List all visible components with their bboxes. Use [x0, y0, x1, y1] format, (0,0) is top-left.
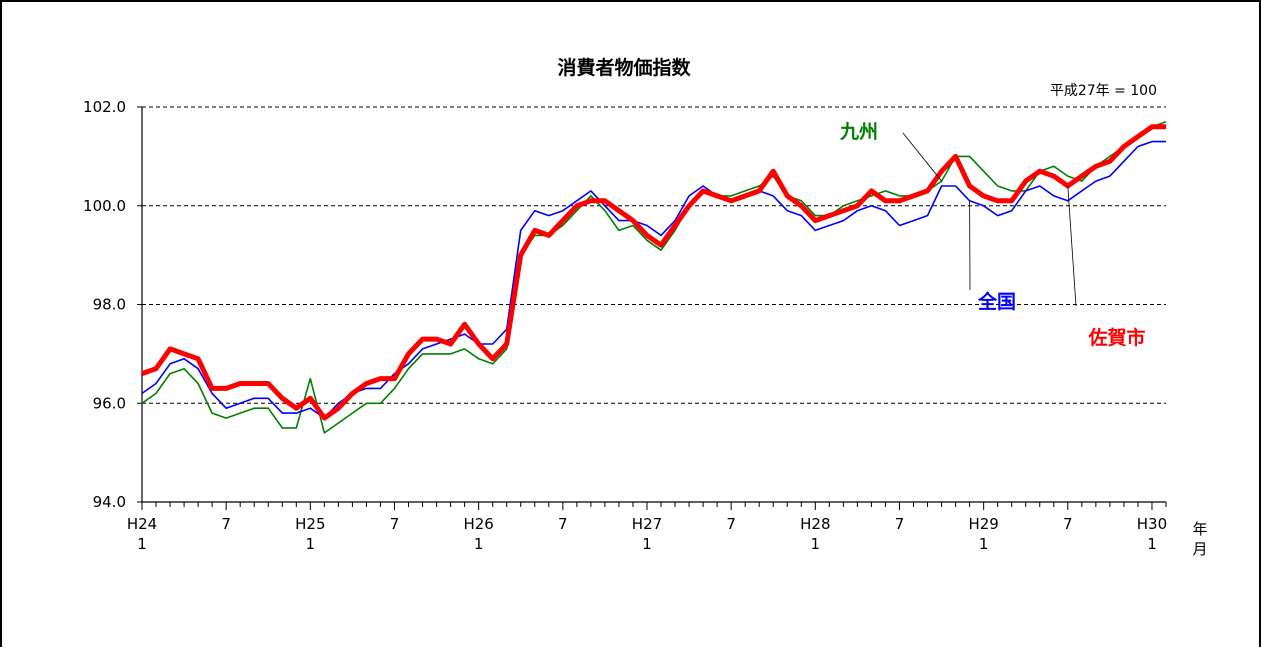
x-unit-month: 月: [1192, 540, 1207, 558]
x-tick-label: H29: [968, 515, 998, 533]
x-tick-label: 7: [390, 515, 400, 533]
series-line-佐賀市: [142, 127, 1166, 418]
leader-line: [903, 133, 942, 181]
y-tick-label: 102.0: [83, 98, 126, 116]
y-tick-label: 100.0: [83, 197, 126, 215]
x-tick-label: H27: [632, 515, 662, 533]
y-axis-ticks: 102.0 100.0 98.0 96.0 94.0: [83, 98, 126, 511]
x-tick-label: 1: [979, 535, 989, 553]
x-unit-year: 年: [1192, 520, 1207, 538]
series-line-全国: [142, 142, 1166, 419]
x-tick-label: 1: [811, 535, 821, 553]
x-tick-label: 1: [474, 535, 484, 553]
series-label-佐賀市: 佐賀市: [1087, 326, 1145, 349]
base-year-note: 平成27年 = 100: [1050, 83, 1157, 99]
x-tick-label: H24: [127, 515, 157, 533]
x-tick-label: 7: [221, 515, 231, 533]
chart-title: 消費者物価指数: [557, 56, 691, 79]
leader-line: [1068, 186, 1076, 306]
series-label-九州: 九州: [839, 121, 878, 143]
x-tick-label: H30: [1137, 515, 1167, 533]
x-tick-label: 7: [558, 515, 568, 533]
x-tick-label: 7: [726, 515, 736, 533]
x-tick-label: 1: [306, 535, 316, 553]
gridlines: [142, 107, 1166, 403]
x-tick-label: H28: [800, 515, 830, 533]
x-tick-label: 7: [1063, 515, 1073, 533]
x-tick-label: 1: [1147, 535, 1157, 553]
x-tick-label: H26: [463, 515, 493, 533]
x-tick-label: H25: [295, 515, 325, 533]
x-axis-ticks: H24 1 7 H25 1 7 H26 1 7 H27 1 7 H28 1 7 H29 1 7 H30 1: [127, 515, 1167, 553]
x-tick-label: 7: [895, 515, 905, 533]
x-tick-label: 1: [137, 535, 147, 553]
y-tick-label: 96.0: [93, 394, 126, 412]
series-line-九州: [142, 122, 1166, 433]
series-lines: [142, 122, 1166, 433]
series-label-全国: 全国: [977, 290, 1016, 313]
x-tick-label: 1: [642, 535, 652, 553]
y-tick-label: 94.0: [93, 493, 126, 511]
y-tick-label: 98.0: [93, 296, 126, 314]
